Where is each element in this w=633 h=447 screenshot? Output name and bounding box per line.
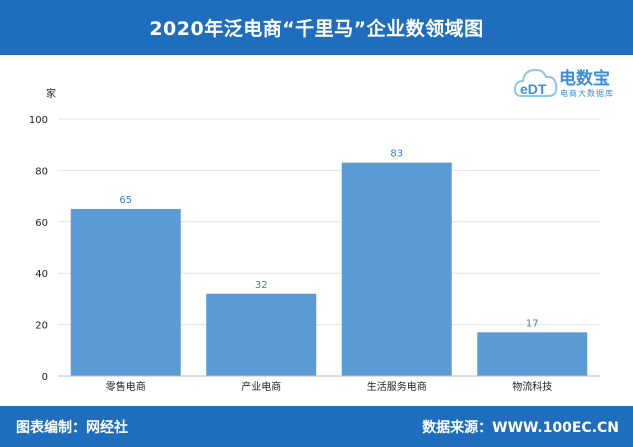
footer-data-source: 数据来源：WWW.100EC.CN (422, 420, 619, 436)
data-label: 83 (390, 149, 403, 160)
y-tick-label: 60 (35, 218, 48, 229)
y-axis-ticks: 0 20 40 60 80 100 (29, 115, 48, 383)
y-tick-label: 0 (42, 372, 48, 383)
logo-tagline: 电商大数据库 (560, 89, 614, 98)
x-tick-label: 生活服务电商 (367, 380, 427, 393)
bar-chart: 65 32 83 17 0 20 40 60 80 100 零售电商 产业电商 生活服务电商 物流科技… (29, 87, 600, 393)
y-tick-label: 40 (35, 269, 48, 280)
footer-source-editor: 图表编制：网经社 (16, 420, 128, 436)
chart-title-banner: 2020年泛电商“千里马”企业数领域图 (0, 0, 633, 55)
x-tick-label: 零售电商 (106, 380, 146, 393)
data-label: 17 (526, 318, 539, 329)
data-label: 32 (255, 280, 268, 291)
bar-4 (477, 332, 588, 376)
bar-2 (206, 293, 317, 376)
logo-brand: 电数宝 (559, 69, 610, 89)
chart-title: 2020年泛电商“千里马”企业数领域图 (149, 18, 484, 40)
footer-banner: 图表编制：网经社 数据来源：WWW.100EC.CN (0, 406, 633, 447)
y-tick-label: 80 (35, 166, 48, 177)
bar-3 (341, 162, 452, 376)
data-labels: 65 32 83 17 (119, 149, 538, 330)
dianshubao-logo: eDT 电数宝 电商大数据库 (512, 60, 630, 108)
bars (70, 162, 588, 376)
data-label: 65 (119, 195, 132, 206)
y-tick-label: 100 (29, 115, 48, 126)
y-tick-label: 20 (35, 321, 48, 332)
cloud-logo-icon: eDT (513, 68, 558, 97)
x-axis-ticks: 零售电商 产业电商 生活服务电商 物流科技 (106, 380, 553, 393)
bar-1 (70, 208, 181, 376)
y-axis-unit-label: 家 (46, 87, 56, 100)
x-tick-label: 产业电商 (241, 380, 281, 393)
logo-mark-text: eDT (520, 81, 547, 97)
x-tick-label: 物流科技 (512, 380, 552, 393)
